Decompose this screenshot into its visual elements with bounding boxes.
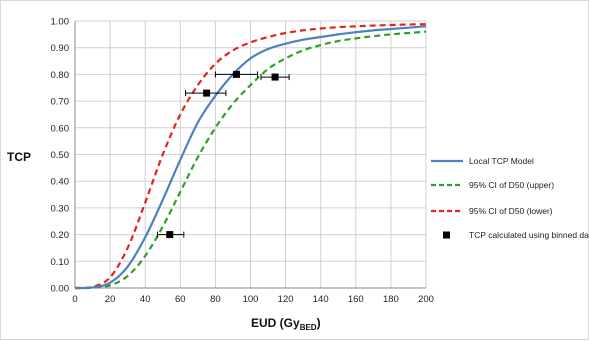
legend: Local TCP Model 95% CI of D50 (upper) 95% … (431, 156, 589, 240)
y-tick-label: 0.30 (51, 203, 70, 214)
x-axis-title: EUD (GyBED) (251, 316, 321, 332)
axes: 0 20 40 60 80 100 120 140 160 180 200 0.00 0.10 0.20 0… (51, 17, 434, 306)
data-point-marker (232, 70, 240, 78)
x-axis-title-close: ) (317, 316, 321, 330)
x-axis-title-main: EUD (Gy (251, 316, 300, 330)
y-tick-label: 0.20 (51, 230, 70, 241)
series-line-local-tcp-model (74, 25, 427, 290)
x-tick-label: 200 (418, 294, 434, 305)
legend-swatch (443, 231, 450, 239)
x-tick-label: 0 (72, 294, 77, 305)
data-point-marker (271, 73, 279, 81)
y-tick-label: 0.90 (51, 43, 70, 54)
data-point-marker (203, 89, 211, 97)
x-tick-label: 60 (175, 294, 186, 305)
y-tick-label: 0.10 (51, 257, 70, 268)
x-tick-label: 80 (210, 294, 221, 305)
x-tick-label: 100 (243, 294, 259, 305)
x-tick-label: 120 (278, 294, 294, 305)
x-tick-label: 160 (348, 294, 364, 305)
series-line-ci-lower (74, 23, 427, 290)
y-tick-label: 0.70 (51, 97, 70, 108)
series-line-ci-upper (74, 30, 427, 290)
series-lines (74, 23, 427, 290)
legend-label: 95% CI of D50 (lower) (469, 206, 553, 216)
legend-label: 95% CI of D50 (upper) (469, 180, 554, 190)
legend-label: TCP calculated using binned data (469, 230, 589, 240)
data-points (156, 70, 290, 239)
y-tick-label: 0.40 (51, 177, 70, 188)
y-tick-label: 0.60 (51, 123, 70, 134)
y-tick-label: 0.80 (51, 70, 70, 81)
x-axis-title-sub: BED (300, 323, 317, 332)
legend-label: Local TCP Model (469, 156, 534, 166)
x-tick-label: 40 (140, 294, 151, 305)
y-axis-title: TCP (7, 150, 31, 164)
x-tick-label: 180 (383, 294, 399, 305)
y-tick-label: 0.50 (51, 150, 70, 161)
y-tick-label: 1.00 (51, 17, 70, 28)
y-tick-label: 0.00 (51, 284, 70, 295)
x-tick-label: 140 (313, 294, 329, 305)
data-point-marker (166, 231, 174, 239)
x-tick-label: 20 (105, 294, 116, 305)
